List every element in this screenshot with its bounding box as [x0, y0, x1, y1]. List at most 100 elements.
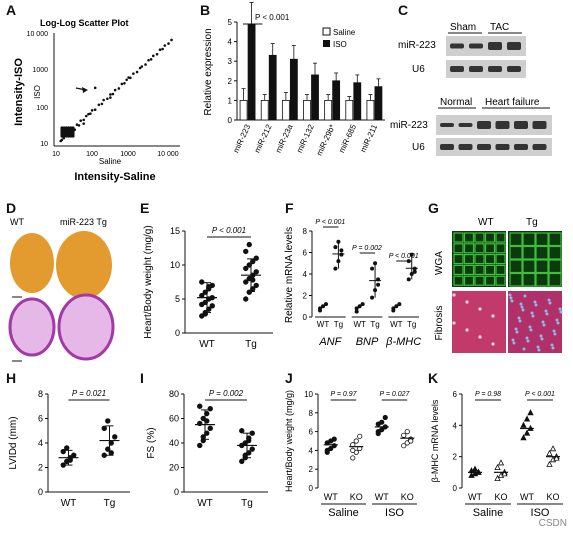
f-tg-point-1-5: [376, 282, 381, 287]
g-wt-cell-3-2: [474, 264, 485, 276]
f-tg-point-1-0: [370, 295, 375, 300]
i-point-1-0: [239, 458, 245, 465]
a-point-27: [144, 63, 147, 66]
j-point-3-3: [401, 432, 407, 438]
g-tg-cell-1-0: [509, 245, 523, 260]
g-tg-cell-0-3: [548, 232, 562, 247]
panel-letter-g: G: [428, 200, 439, 216]
panel-g-histology: WT Tg WGA Fibrosis: [428, 205, 573, 370]
b-bar-saline-3: [303, 100, 311, 121]
f-wt-point-1-0: [354, 306, 359, 311]
a-cluster-point-28: [69, 134, 73, 138]
b-bar-iso-4: [332, 80, 341, 121]
g-wt-cell-1-4: [495, 243, 506, 254]
f-tg-point-2-5: [412, 269, 417, 274]
f-wt-point-1-1: [357, 304, 362, 309]
g-wt-cell-4-1: [463, 275, 475, 286]
panel-i-dot: 0 20 40 60 80 FS (%) WT Tg P = 0.002: [138, 372, 278, 533]
c-blot1-row2: U6: [412, 64, 425, 75]
g-fib-tg-dot-4: [552, 329, 556, 333]
g-wt-cell-2-2: [474, 253, 485, 265]
a-title: Log-Log Scatter Plot: [40, 18, 129, 28]
f-tg-point-0-5: [339, 248, 344, 253]
a-point-4: [79, 119, 82, 122]
panel-letter-d: D: [6, 200, 17, 216]
g-wt-cell-3-4: [495, 264, 506, 276]
f-tg-point-2-0: [406, 277, 411, 282]
e-ytick-3: 15: [170, 226, 180, 236]
f-group-0: ANF: [318, 336, 342, 348]
g-fib-tg-dot-0: [508, 293, 512, 297]
panel-f-dot: 0 2 4 6 8 Relative mRNA levels WT Tg ANF WT Tg BNP W…: [282, 205, 430, 370]
k-group-1: ISO: [531, 507, 550, 519]
b-xtick-5: miR-685: [337, 123, 358, 155]
a-cluster-point-24: [60, 134, 64, 138]
f-wt-point-2-2: [397, 302, 402, 307]
b-legend-saline: Saline: [333, 28, 356, 37]
c-blot2-row1: miR-223: [390, 120, 428, 131]
c-blot2-mir-band-2: [477, 121, 491, 129]
c-bands2-group: [440, 121, 547, 150]
a-point-34: [163, 44, 167, 47]
a-point-26: [140, 65, 144, 68]
c-blot2-group1: Normal: [440, 97, 472, 108]
e-point-0-3: [209, 303, 215, 309]
f-sub-tg-0: Tg: [334, 320, 343, 329]
g-fib-tg-dot-13: [547, 298, 551, 302]
f-sub-wt-2: WT: [390, 320, 403, 329]
g-fib-wt-dot-32: [452, 293, 456, 297]
g-tg-cell-1-2: [535, 245, 549, 260]
g-tg-cell-2-2: [535, 259, 549, 274]
e-point-1-13: [246, 241, 252, 248]
g-fib-tg-dot-24: [512, 341, 516, 345]
c-blot1-group2: TAC: [490, 22, 509, 33]
d-section-wt: [8, 297, 56, 357]
j-ylabel: Heart/Body weight (mg/g): [284, 390, 294, 492]
panel-letter-c: C: [398, 2, 409, 18]
f-tg-point-2-4: [409, 252, 414, 257]
g-wt-cell-3-0: [453, 264, 464, 276]
panel-f-svg: 0 2 4 6 8 Relative mRNA levels WT Tg ANF WT Tg BNP W…: [284, 219, 421, 348]
b-legend-iso: ISO: [333, 40, 347, 49]
panel-letter-e: E: [140, 200, 150, 216]
b-bar-iso-1: [268, 54, 277, 121]
g-wt-cell-2-1: [463, 253, 475, 265]
f-pvalue-0: P < 0.001: [315, 219, 345, 226]
e-ytick-2: 10: [170, 260, 180, 270]
j-point-1-6: [350, 447, 356, 454]
g-wt-cell-0-1: [463, 232, 475, 243]
b-xtick-0: miR-223: [231, 123, 252, 155]
i-pvalue: P = 0.002: [209, 389, 244, 398]
h-point-0-5: [64, 445, 70, 451]
f-tg-point-0-2: [339, 252, 344, 257]
a-point-6: [84, 114, 88, 118]
i-ytick-1: 20: [169, 463, 179, 473]
b-bar-iso-0: [247, 23, 256, 121]
g-fib-wt-dot-37: [465, 328, 469, 332]
c-blot2-mir-band-0: [440, 123, 454, 127]
a-xlabel-outer: Intensity-Saline: [74, 171, 155, 183]
c-blot2-u6-band-2: [477, 144, 491, 150]
g-col-tg: Tg: [526, 217, 538, 228]
i-point-1-8: [239, 428, 245, 434]
j-sub-2: WT: [375, 492, 389, 502]
c-blot1-mir-band-1: [469, 43, 483, 49]
g-wt-cell-2-0: [453, 253, 464, 265]
j-ytick-4: 8: [309, 409, 314, 418]
g-tg-cell-3-2: [535, 272, 549, 287]
i-xtick-0: WT: [197, 498, 213, 509]
watermark: CSDN: [538, 518, 567, 529]
f-ytick-1: 2: [303, 292, 308, 301]
g-fib-wt-dot-34: [478, 307, 482, 311]
i-ytick-2: 40: [169, 438, 179, 448]
h-ylabel: LVIDd (mm): [8, 416, 19, 469]
a-point-11: [97, 103, 101, 107]
b-legend-iso-swatch: [323, 40, 330, 47]
f-ytick-4: 8: [303, 227, 308, 236]
k-ytick-1: 2: [453, 453, 458, 462]
e-point-1-4: [243, 279, 249, 285]
g-fib-tg-dot-18: [550, 343, 554, 347]
g-tg-cell-0-2: [535, 232, 549, 247]
h-ytick-2: 4: [38, 438, 43, 448]
a-point-19: [120, 82, 124, 86]
